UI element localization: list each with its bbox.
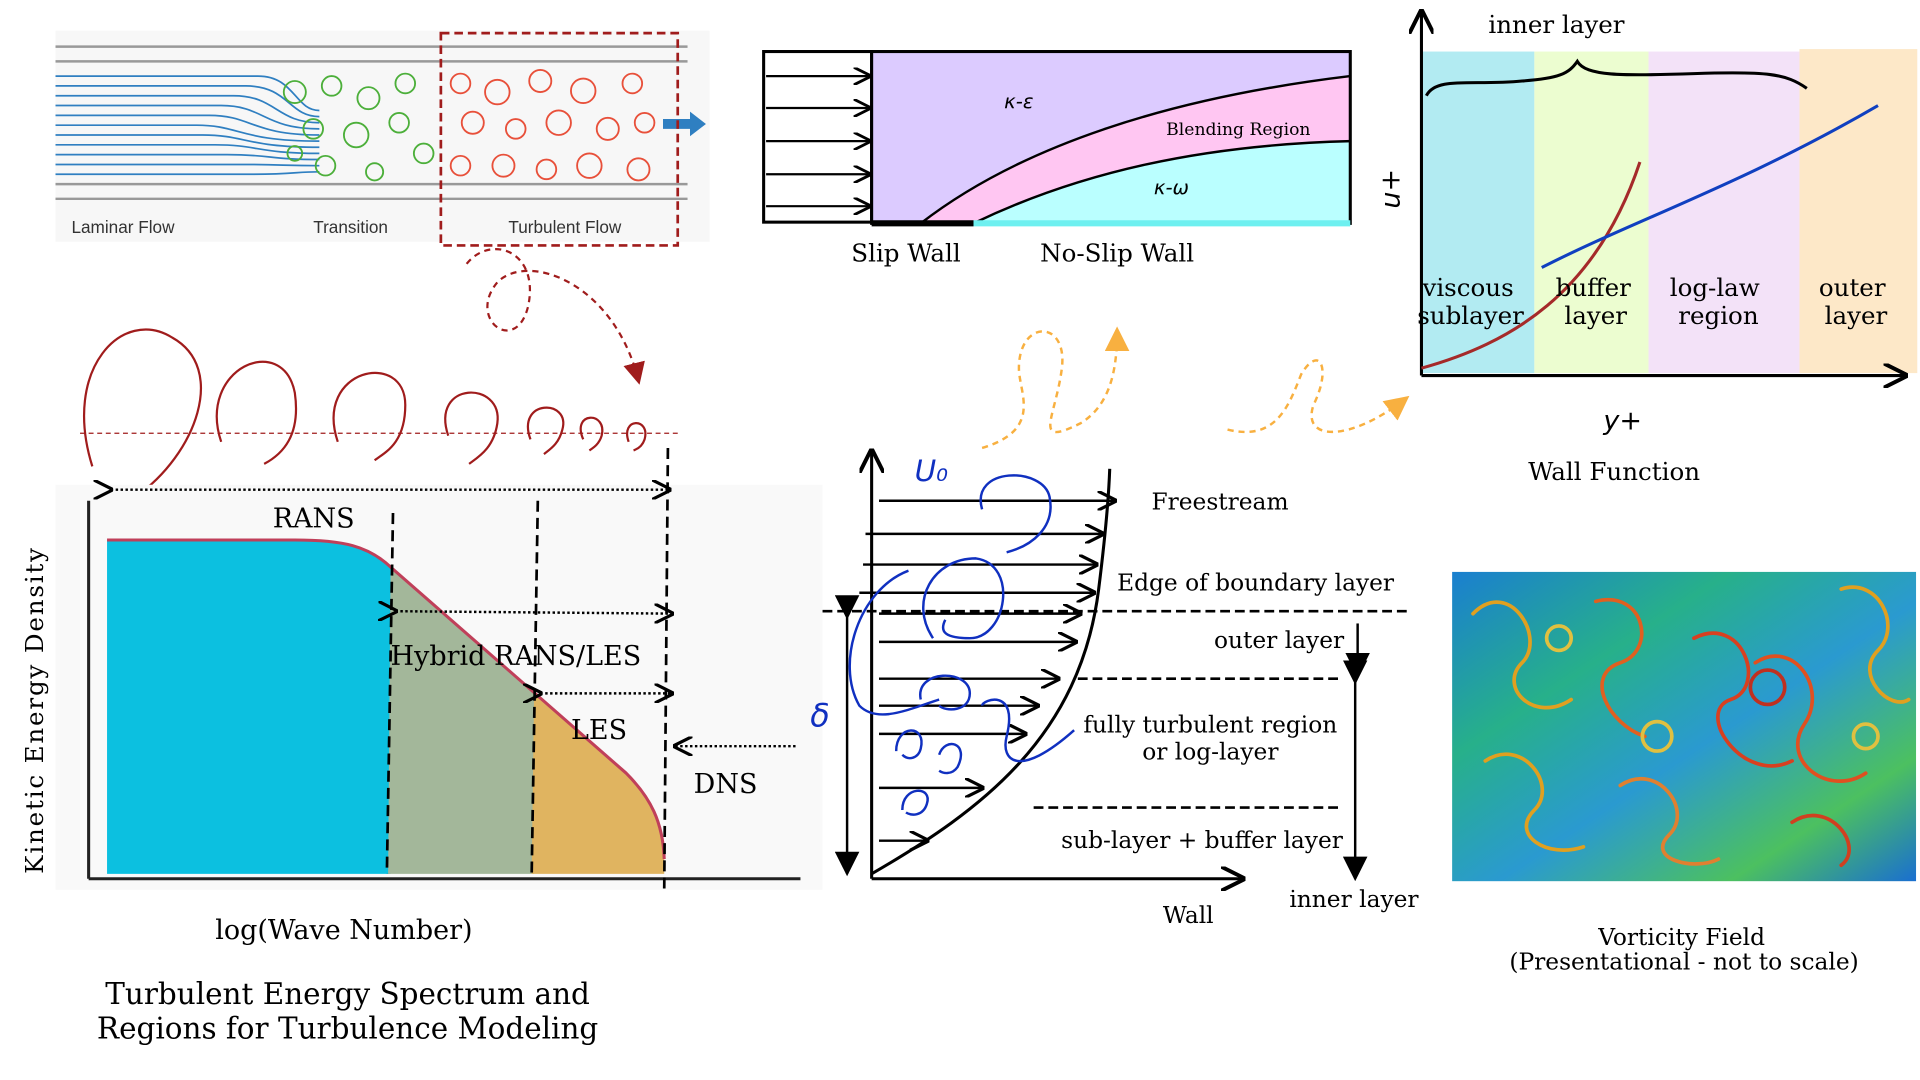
- edge-label: Edge of boundary layer: [1117, 569, 1395, 596]
- spectrum-curve: [107, 538, 666, 860]
- wall-label: Wall: [1163, 902, 1214, 929]
- velocity-profile-curve: [870, 468, 1112, 876]
- region-label-sublayer: sublayer: [1417, 301, 1524, 330]
- u0-label: U₀: [915, 454, 949, 488]
- buffer-layer-region: [1534, 51, 1649, 374]
- outer-layer-label: outer layer: [1214, 627, 1345, 654]
- eddy-cascade: [80, 248, 682, 498]
- region-label-viscous: viscous: [1421, 273, 1513, 302]
- dns-label: DNS: [694, 769, 758, 800]
- sublayer-label: sub-layer + buffer layer: [1061, 827, 1344, 854]
- spectrum-caption-line2: Regions for Turbulence Modeling: [97, 1011, 598, 1045]
- rans-region: [107, 540, 391, 874]
- region-label-region: region: [1678, 301, 1759, 330]
- y-plus-label: y+: [1602, 406, 1642, 437]
- blending-function-diagram: κ-ε Blending Region κ-ω Slip Wall No-Sli…: [762, 50, 1352, 267]
- region-label-log-law: log-law: [1670, 273, 1760, 302]
- k-omega-label: κ-ω: [1154, 176, 1189, 199]
- transition-label: Transition: [313, 217, 388, 237]
- flow-regimes-illustration: Laminar Flow Transition Turbulent Flow: [55, 30, 710, 247]
- log-layer-label-line1: fully turbulent region: [1083, 712, 1337, 739]
- turbulent-highlight-box: [439, 31, 680, 247]
- inner-layer-label: inner layer: [1488, 10, 1624, 39]
- spectrum-caption-line1: Turbulent Energy Spectrum and: [105, 977, 590, 1011]
- k-omega-region: [973, 141, 1351, 224]
- region-label-buffer-layer: layer: [1564, 301, 1627, 330]
- connector-arrows: [981, 326, 1410, 450]
- hybrid-region: [388, 567, 535, 874]
- outer-layer-region: [1799, 49, 1918, 374]
- inner-layer-bracket-label: inner layer: [1289, 886, 1419, 913]
- flow-direction-arrow-icon: [663, 111, 706, 137]
- les-region: [531, 693, 665, 874]
- laminar-flow-label: Laminar Flow: [71, 217, 175, 237]
- u-plus-label: u+: [1375, 169, 1406, 209]
- hybrid-label: Hybrid RANS/LES: [391, 641, 642, 672]
- vorticity-caption-line1: Vorticity Field: [1597, 924, 1765, 951]
- vorticity-caption-line2: (Presentational - not to scale): [1509, 949, 1858, 976]
- les-label: LES: [571, 715, 627, 746]
- log-law-region: [1648, 51, 1800, 374]
- log-layer-label-line2: or log-layer: [1142, 739, 1279, 766]
- linear-law-curve: [1421, 161, 1642, 370]
- turbulent-eddies: [449, 69, 656, 182]
- no-slip-wall-label: No-Slip Wall: [1040, 238, 1194, 267]
- inner-layer-brace: [1424, 58, 1808, 97]
- blending-region-label: Blending Region: [1166, 120, 1310, 140]
- turbulent-flow-label: Turbulent Flow: [508, 217, 622, 237]
- vorticity-field-image: Vorticity Field (Presentational - not to…: [1452, 571, 1917, 976]
- k-epsilon-label: κ-ε: [1004, 90, 1033, 113]
- region-label-buffer: buffer: [1556, 273, 1631, 302]
- region-label-outer-layer: layer: [1825, 301, 1888, 330]
- freestream-label: Freestream: [1151, 488, 1288, 515]
- slip-wall-label: Slip Wall: [851, 238, 961, 267]
- transition-eddies: [282, 72, 435, 182]
- boundary-layer-profile: U₀ δ Freestream Edge of boundary layer o…: [810, 452, 1419, 929]
- wall-function-caption: Wall Function: [1528, 457, 1700, 486]
- wall-function-chart: inner layer u+ y+ viscous sublayer buffe…: [1375, 10, 1918, 486]
- viscous-sublayer-region: [1421, 51, 1535, 374]
- log-law-curve: [1541, 104, 1879, 269]
- y-axis-label: Kinetic Energy Density: [20, 546, 49, 874]
- delta-label: δ: [810, 697, 830, 735]
- energy-spectrum-chart: RANS Hybrid RANS/LES LES DNS Kinetic Ene…: [20, 447, 823, 1045]
- x-axis-label: log(Wave Number): [215, 915, 472, 946]
- rans-label: RANS: [273, 504, 355, 535]
- region-label-outer: outer: [1819, 273, 1886, 302]
- hand-drawn-eddies: [848, 474, 1075, 816]
